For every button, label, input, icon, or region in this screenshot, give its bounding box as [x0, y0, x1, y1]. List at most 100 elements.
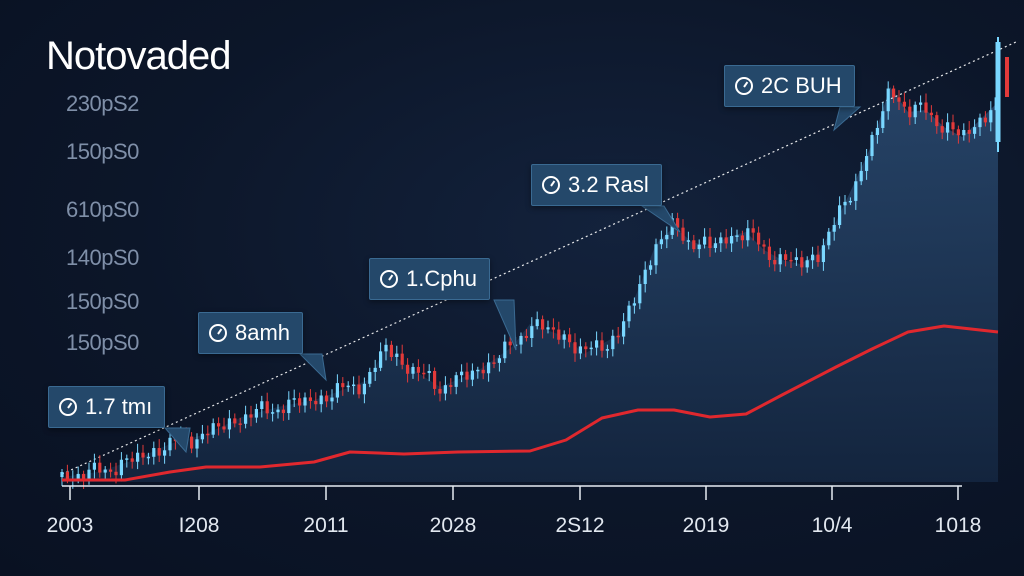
x-tick-label: 2011	[303, 514, 349, 537]
candle-body	[298, 398, 302, 406]
candlestick	[951, 114, 955, 136]
annotation-callout: 3.2 Rasl	[531, 164, 662, 206]
candle-body	[638, 284, 642, 304]
candlestick	[562, 330, 566, 349]
candle-body	[584, 346, 588, 350]
candlestick	[719, 232, 723, 252]
candlestick	[325, 390, 329, 408]
candlestick	[978, 113, 982, 136]
candle-body	[875, 127, 879, 135]
candlestick	[265, 392, 269, 420]
candle-body	[908, 106, 912, 118]
candle-body	[379, 351, 383, 368]
candlestick	[973, 119, 977, 139]
candlestick	[967, 121, 971, 143]
candlestick	[956, 125, 960, 144]
candle-body	[125, 458, 129, 460]
candle-body	[1005, 57, 1009, 97]
candlestick	[649, 260, 653, 276]
candle-body	[395, 353, 399, 357]
candle-body	[589, 347, 593, 350]
candle-body	[924, 102, 928, 113]
candle-body	[114, 471, 118, 476]
candle-body	[519, 335, 523, 345]
candle-body	[76, 473, 80, 480]
candle-body	[794, 257, 798, 260]
candle-body	[627, 305, 631, 322]
candle-body	[956, 129, 960, 136]
candle-body	[292, 398, 296, 400]
y-tick-label: 150pS0	[66, 289, 139, 314]
candle-body	[762, 244, 766, 247]
candlestick	[492, 355, 496, 369]
candle-body	[697, 244, 701, 250]
candle-body	[681, 227, 685, 241]
price-area	[62, 87, 998, 482]
candlestick	[341, 377, 345, 396]
candle-body	[649, 265, 653, 270]
candle-body	[352, 384, 356, 387]
candlestick	[524, 329, 528, 342]
candle-body	[946, 122, 950, 133]
candlestick	[206, 425, 210, 444]
candlestick	[406, 358, 410, 383]
candle-body	[470, 370, 474, 380]
callout-pointers	[163, 106, 862, 454]
candle-body	[951, 122, 955, 130]
candlestick	[287, 391, 291, 420]
x-tick-label: 2003	[46, 514, 94, 537]
candle-body	[200, 433, 204, 440]
candlestick	[616, 326, 620, 344]
candle-body	[962, 129, 966, 136]
candle-body	[740, 235, 744, 241]
candle-body	[422, 372, 426, 375]
candle-body	[357, 384, 361, 395]
candle-body	[190, 436, 194, 449]
candle-body	[913, 104, 917, 118]
candlestick	[152, 441, 156, 465]
candlestick	[703, 228, 707, 249]
price-area-fill	[62, 87, 998, 482]
candlestick	[157, 439, 161, 463]
candlestick	[465, 362, 469, 388]
clock-icon	[542, 176, 560, 194]
candle-body	[362, 383, 366, 395]
candle-body	[438, 388, 442, 394]
chart-title: Notovaded	[46, 34, 231, 78]
annotation-label: 8amh	[235, 320, 291, 345]
y-tick-label: 230pS2	[66, 91, 139, 116]
candlestick	[784, 249, 788, 267]
candlestick	[497, 355, 501, 372]
candlestick	[854, 173, 858, 210]
candlestick	[697, 239, 701, 259]
candlestick	[827, 227, 831, 250]
candle-body	[848, 200, 852, 203]
candlestick	[438, 381, 442, 402]
candlestick	[449, 378, 453, 395]
candle-body	[276, 409, 280, 413]
candle-body	[271, 412, 275, 414]
candle-body	[406, 364, 410, 374]
candlestick	[470, 363, 474, 387]
candlestick	[751, 219, 755, 241]
candle-body	[152, 448, 156, 457]
candlestick	[503, 334, 507, 363]
candle-body	[595, 340, 599, 348]
candle-body	[487, 362, 491, 374]
candle-body	[530, 326, 534, 338]
candlestick	[422, 363, 426, 379]
candle-body	[109, 469, 113, 472]
candle-body	[832, 225, 836, 232]
candle-body	[757, 232, 761, 245]
candle-body	[719, 237, 723, 244]
candlestick	[233, 413, 237, 428]
candlestick	[379, 342, 383, 372]
candle-body	[460, 371, 464, 376]
candle-body	[454, 375, 458, 387]
candlestick	[708, 228, 712, 257]
annotation-callout: 8amh	[198, 312, 304, 354]
candlestick	[373, 359, 377, 381]
candlestick	[838, 196, 842, 229]
candle-body	[724, 237, 728, 244]
candlestick	[92, 453, 96, 479]
